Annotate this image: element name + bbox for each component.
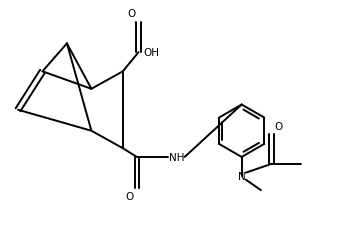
Text: O: O [274,122,282,132]
Text: NH: NH [169,152,185,162]
Text: N: N [238,171,246,181]
Text: O: O [126,191,134,201]
Text: OH: OH [144,48,160,58]
Text: O: O [127,9,136,19]
